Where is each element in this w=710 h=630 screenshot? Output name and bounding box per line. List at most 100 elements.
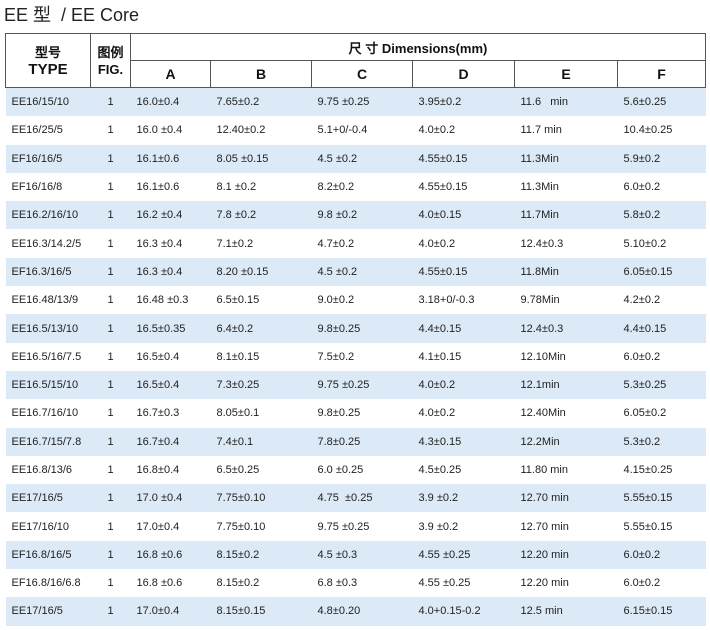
dimension-cell: 16.3 ±0.4 xyxy=(136,237,183,250)
dimension-cell: 16.0±0.4 xyxy=(130,87,211,117)
type-cell: EE17/16/5 xyxy=(5,484,91,513)
dimension-cell: 8.05±0.1 xyxy=(216,407,260,420)
dimension-cell: 9.75 ±0.25 xyxy=(311,370,413,400)
type-cell: EE16/15/10 xyxy=(5,87,91,117)
dimension-cell: 16.8±0.4 xyxy=(136,464,180,476)
type-cell: EE17/16/10 xyxy=(11,520,70,533)
column-header: A xyxy=(130,60,211,88)
dimension-cell: 4.55±0.15 xyxy=(412,144,515,173)
dimension-cell: 17.0 ±0.4 xyxy=(130,484,211,513)
title: EE 型 / EE Core xyxy=(4,5,140,25)
dimension-cell: 8.15±0.2 xyxy=(210,540,312,570)
type-cell: EE16.3/14.2/5 xyxy=(11,237,82,250)
dimension-cell: 12.20 min xyxy=(520,577,569,590)
dimension-cell: 7.1±0.2 xyxy=(216,237,254,250)
table-row: EE16.5/13/10 1 16.5±0.35 6.4±0.2 9.8±0.25 4.4… xyxy=(5,314,706,343)
table-row: EE17/16/10 1 17.0±0.4 7.75±0.10 9.75 ±0.25 3.… xyxy=(6,512,706,540)
dimension-cell: 7.4±0.1 xyxy=(210,427,312,456)
type-cell: EF16.8/16/5 xyxy=(5,540,91,570)
table-row: EE16.48/13/9 1 16.48 ±0.3 6.5±0.15 9.0±0.2 3.… xyxy=(6,286,706,314)
dimension-cell: 4.55±0.15 xyxy=(412,257,515,287)
dimension-cell: 9.8±0.25 xyxy=(317,407,361,420)
dimension-cell: 6.05±0.15 xyxy=(617,257,706,287)
dimension-cell: 4.8±0.20 xyxy=(311,597,413,626)
fig-header: 图例 FIG. xyxy=(90,33,131,88)
dimension-cell: 3.9 ±0.2 xyxy=(418,520,459,533)
fig-cell: 1 xyxy=(107,520,114,533)
type-cn: 型号 xyxy=(34,44,61,60)
dimension-cell: 3.9 ±0.2 xyxy=(412,484,515,513)
dimension-cell: 5.3±0.2 xyxy=(617,427,706,456)
dimension-cell: 4.5 ±0.2 xyxy=(311,144,413,173)
dimension-cell: 11.3Min xyxy=(514,144,618,173)
table-row: EF16/16/5 1 16.1±0.6 8.05 ±0.15 4.5 ±0.2 4.55… xyxy=(5,144,706,173)
dimension-cell: 4.0±0.15 xyxy=(412,201,515,230)
dimension-cell: 5.6±0.25 xyxy=(617,87,706,117)
dimension-cell: 4.5 ±0.2 xyxy=(311,257,413,287)
type-cell: EE16.7/15/7.8 xyxy=(5,427,91,456)
dimension-cell: 7.8±0.25 xyxy=(311,427,413,456)
dimension-cell: 16.1±0.6 xyxy=(130,144,211,173)
dimension-cell: 11.7 min xyxy=(520,124,562,137)
table-row: EE16.7/16/10 1 16.7±0.3 8.05±0.1 9.8±0.25 4.0… xyxy=(6,399,706,427)
dimension-cell: 6.0±0.2 xyxy=(623,350,661,363)
table-row: EE16.7/15/7.8 1 16.7±0.4 7.4±0.1 7.8±0.25 4.3… xyxy=(5,427,706,456)
dimension-cell: 6.05±0.2 xyxy=(623,407,667,420)
type-cell: EE16.5/15/10 xyxy=(5,370,91,400)
fig-cell: 1 xyxy=(107,464,114,476)
dimension-cell: 4.0±0.2 xyxy=(412,370,515,400)
type-cell: EF16.3/16/5 xyxy=(5,257,91,287)
dimension-cell: 7.75±0.10 xyxy=(216,520,266,533)
dimension-cell: 7.3±0.25 xyxy=(210,370,312,400)
fig-cell: 1 xyxy=(107,124,114,137)
fig-en: FIG. xyxy=(97,61,124,77)
column-header: D xyxy=(412,60,515,88)
table-row: EF16.8/16/5 1 16.8 ±0.6 8.15±0.2 4.5 ±0.3 4.5… xyxy=(5,540,706,570)
type-cell: EE16.8/13/6 xyxy=(11,464,73,476)
dimension-cell: 5.1+0/-0.4 xyxy=(317,124,368,137)
type-header: 型号 TYPE xyxy=(5,33,91,88)
dimension-cell: 8.05 ±0.15 xyxy=(210,144,312,173)
dimension-cell: 5.3±0.25 xyxy=(617,370,706,400)
fig-cell: 1 xyxy=(90,144,131,173)
fig-cell: 1 xyxy=(107,237,114,250)
type-cell: EF16/16/8 xyxy=(11,181,63,194)
dimension-cell: 16.5±0.35 xyxy=(130,314,211,343)
dimension-cell: 12.4±0.3 xyxy=(520,237,564,250)
table-row: EE16.8/13/6 1 16.8±0.4 6.5±0.25 6.0 ±0.25 4.5… xyxy=(6,456,706,484)
table-row: EE17/16/5 1 17.0 ±0.4 7.75±0.10 4.75 ±0.25 3.… xyxy=(5,484,706,513)
fig-cell: 1 xyxy=(107,407,114,420)
fig-cell: 1 xyxy=(107,577,114,590)
dimension-cell: 10.4±0.25 xyxy=(623,124,673,137)
dimension-cell: 16.7±0.3 xyxy=(136,407,180,420)
dimension-cell: 6.0 ±0.25 xyxy=(317,464,364,476)
dimension-cell: 4.0±0.2 xyxy=(418,407,456,420)
type-cell: EE16/25/5 xyxy=(11,124,63,137)
dimension-cell: 17.0±0.4 xyxy=(136,520,180,533)
table-row: EF16.3/16/5 1 16.3 ±0.4 8.20 ±0.15 4.5 ±0.2 4… xyxy=(5,257,706,287)
type-cell: EE16.7/16/10 xyxy=(11,407,79,420)
dimension-cell: 16.3 ±0.4 xyxy=(130,257,211,287)
dimension-cell: 3.95±0.2 xyxy=(412,87,515,117)
fig-cell: 1 xyxy=(90,370,131,400)
dimension-cell: 6.15±0.15 xyxy=(617,597,706,626)
dimension-cell: 4.15±0.25 xyxy=(623,464,673,476)
dimension-cell: 4.5 ±0.3 xyxy=(311,540,413,570)
dimensions-header: 尺 寸 Dimensions(mm) xyxy=(130,33,706,61)
dimension-cell: 6.0±0.2 xyxy=(617,540,706,570)
column-header: E xyxy=(514,60,618,88)
dimension-cell: 12.40±0.2 xyxy=(216,124,266,137)
dimension-cell: 5.55±0.15 xyxy=(623,520,673,533)
dimension-cell: 9.8±0.25 xyxy=(311,314,413,343)
dimension-cell: 6.5±0.25 xyxy=(216,464,260,476)
dimension-cell: 8.15±0.15 xyxy=(210,597,312,626)
dimension-cell: 4.0+0.15-0.2 xyxy=(412,597,515,626)
table-row: EE16.5/15/10 1 16.5±0.4 7.3±0.25 9.75 ±0.25 4… xyxy=(5,370,706,400)
dimension-cell: 12.10Min xyxy=(520,350,566,363)
table-row: EE16.3/14.2/5 1 16.3 ±0.4 7.1±0.2 4.7±0.2 4.0… xyxy=(6,229,706,257)
dimension-cell: 4.2±0.2 xyxy=(623,294,661,307)
dimension-cell: 4.1±0.15 xyxy=(418,350,462,363)
dimension-cell: 8.20 ±0.15 xyxy=(210,257,312,287)
dimension-cell: 9.0±0.2 xyxy=(317,294,355,307)
